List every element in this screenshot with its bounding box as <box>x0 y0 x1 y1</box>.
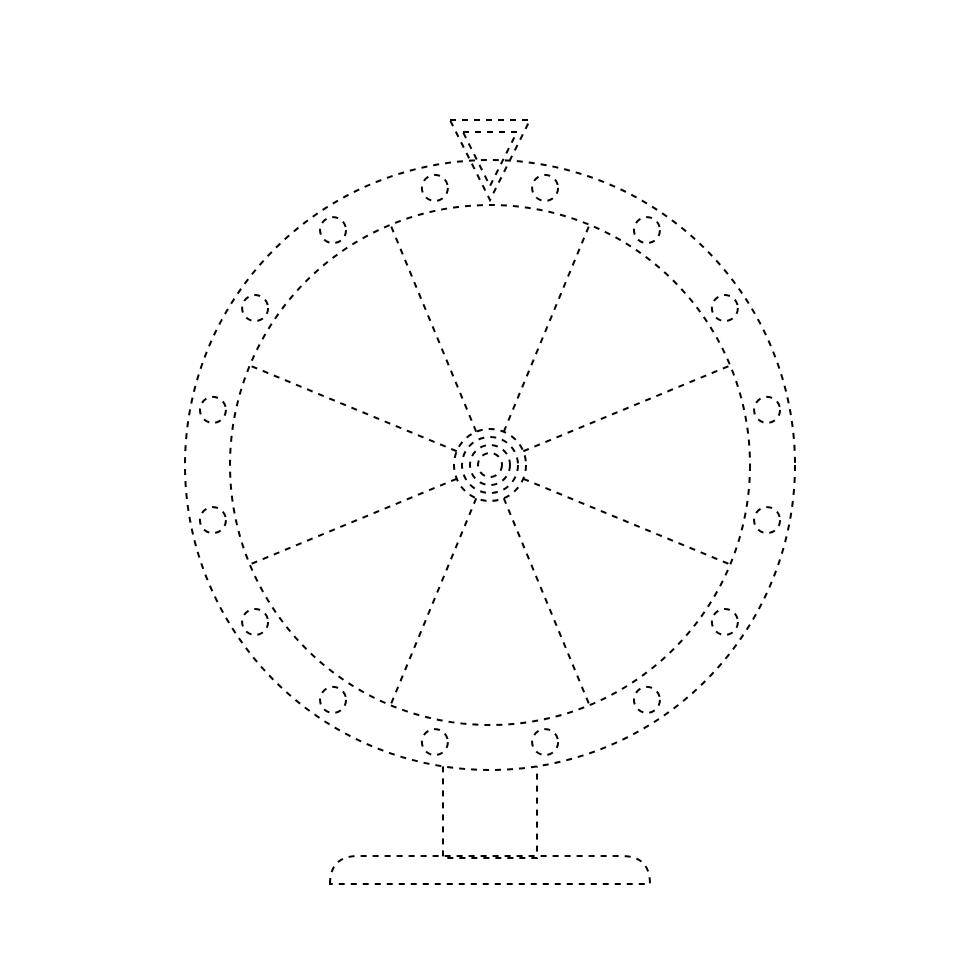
peg <box>754 397 780 423</box>
hub-circle-2 <box>470 445 510 485</box>
hub-circle-3 <box>478 453 502 477</box>
peg <box>712 295 738 321</box>
spoke <box>391 498 477 705</box>
peg <box>634 217 660 243</box>
stand-post <box>443 766 537 858</box>
stand-base <box>330 856 650 884</box>
fortune-wheel-diagram <box>0 0 980 980</box>
outer-circle <box>185 160 795 770</box>
peg <box>754 507 780 533</box>
hub-circle-0 <box>454 429 526 501</box>
spoke <box>250 366 457 452</box>
wheel-group <box>185 120 795 884</box>
peg <box>242 609 268 635</box>
spoke <box>504 225 590 432</box>
peg <box>422 729 448 755</box>
inner-circle <box>230 205 750 725</box>
peg <box>712 609 738 635</box>
spoke <box>504 498 590 705</box>
spoke <box>250 479 457 565</box>
peg <box>200 397 226 423</box>
peg <box>242 295 268 321</box>
peg <box>532 175 558 201</box>
peg <box>532 729 558 755</box>
peg <box>634 687 660 713</box>
peg <box>320 217 346 243</box>
spoke <box>523 366 730 452</box>
pointer-inner <box>463 132 517 186</box>
peg <box>200 507 226 533</box>
spoke <box>391 225 477 432</box>
spoke <box>523 479 730 565</box>
peg <box>422 175 448 201</box>
peg <box>320 687 346 713</box>
